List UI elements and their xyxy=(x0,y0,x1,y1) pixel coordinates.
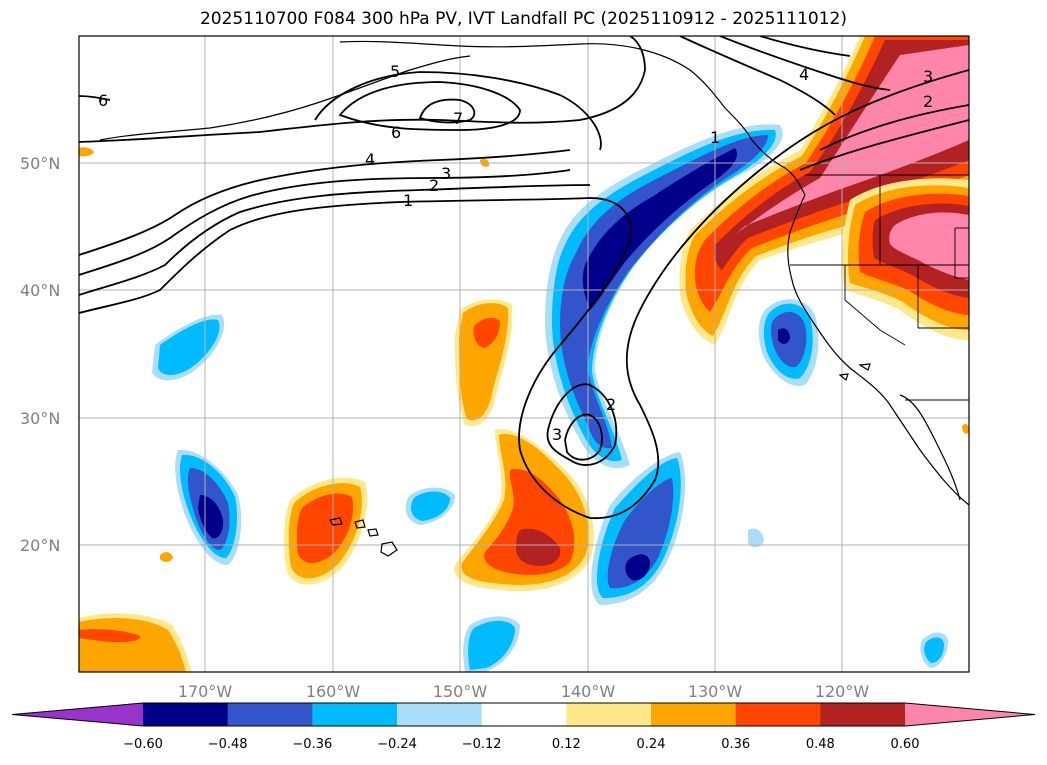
colorbar-swatch xyxy=(481,703,567,726)
lat-label: 40°N xyxy=(20,281,60,300)
pv-contour-labels: 7 6 5 6 4 3 2 1 1 2 3 4 3 2 xyxy=(98,62,933,444)
map-title: 2025110700 F084 300 hPa PV, IVT Landfall… xyxy=(199,9,847,29)
contour-label: 6 xyxy=(98,91,108,110)
map-frame xyxy=(78,35,970,673)
colorbar-tick-label: −0.60 xyxy=(123,737,163,752)
colorbar-tick-label: −0.24 xyxy=(377,737,417,752)
contour-label: 2 xyxy=(923,92,933,111)
graticule xyxy=(79,36,969,672)
contour-label: 3 xyxy=(552,425,562,444)
colorbar-tick-label: −0.36 xyxy=(292,737,332,752)
negative-anomaly-small xyxy=(405,487,948,672)
lon-label: 120°W xyxy=(815,682,870,701)
lat-label: 50°N xyxy=(20,154,60,173)
colorbar-outline xyxy=(11,702,1036,727)
colorbar-tick-label: 0.48 xyxy=(806,737,835,752)
colorbar-swatch xyxy=(227,703,313,726)
contour-label: 7 xyxy=(453,109,463,128)
colorbar-extend-low xyxy=(12,703,143,726)
contour-label: 1 xyxy=(710,128,720,147)
lon-label: 170°W xyxy=(178,682,233,701)
colorbar-tick-label: −0.48 xyxy=(208,737,248,752)
colorbar-tick-label: 0.24 xyxy=(637,737,666,752)
pv-contours xyxy=(79,36,969,519)
contour-label: 1 xyxy=(403,191,413,210)
lat-label: 30°N xyxy=(20,409,60,428)
colorbar-extend-high xyxy=(905,703,1035,726)
colorbar-tick-label: −0.12 xyxy=(462,737,502,752)
colorbar-swatch xyxy=(312,703,398,726)
negative-anomaly-sw xyxy=(175,449,242,565)
colorbar: −0.60 −0.48 −0.36 −0.24 −0.12 0.12 0.24 0.36 0.4… xyxy=(11,702,1036,752)
colorbar-tick-label: 0.36 xyxy=(721,737,750,752)
positive-anomaly-ridge xyxy=(679,36,969,345)
contour-label: 5 xyxy=(390,62,400,81)
lon-label: 160°W xyxy=(306,682,361,701)
contour-label: 4 xyxy=(365,150,375,169)
colorbar-swatch xyxy=(143,703,229,726)
colorbar-tick-label: 0.12 xyxy=(552,737,581,752)
political-borders xyxy=(790,174,969,401)
colorbar-swatch xyxy=(735,703,821,726)
negative-anomaly-west xyxy=(152,314,225,381)
lon-label: 140°W xyxy=(561,682,616,701)
lon-label: 150°W xyxy=(433,682,488,701)
coastlines xyxy=(99,40,969,557)
colorbar-swatch xyxy=(397,703,483,726)
colorbar-swatch xyxy=(566,703,652,726)
contour-label: 2 xyxy=(606,395,616,414)
contour-label: 6 xyxy=(391,123,401,142)
positive-anomaly-east xyxy=(842,178,969,340)
negative-anomaly-trough xyxy=(545,124,783,469)
lat-label: 20°N xyxy=(20,536,60,555)
negative-anomaly-east xyxy=(758,299,819,386)
contour-label: 3 xyxy=(923,67,933,86)
lon-label: 130°W xyxy=(688,682,743,701)
positive-anomaly-south-central xyxy=(454,429,594,592)
negative-anomaly-south xyxy=(591,452,686,605)
latitude-labels: 50°N 40°N 30°N 20°N xyxy=(20,154,60,555)
colorbar-swatch xyxy=(820,703,906,726)
positive-anomaly-hawaii xyxy=(283,477,368,585)
colorbar-swatch xyxy=(651,703,737,726)
longitude-labels: 170°W 160°W 150°W 140°W 130°W 120°W xyxy=(178,682,870,701)
positive-anomaly-southwest xyxy=(79,147,969,672)
contour-label: 4 xyxy=(799,65,809,84)
contour-label: 3 xyxy=(441,164,451,183)
colorbar-tick-label: 0.60 xyxy=(891,737,920,752)
positive-anomaly-center xyxy=(455,299,513,427)
contour-label: 2 xyxy=(429,176,439,195)
